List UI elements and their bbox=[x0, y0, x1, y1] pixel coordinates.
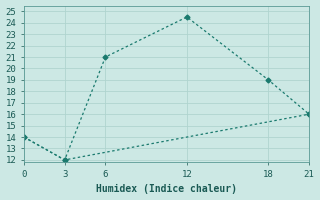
X-axis label: Humidex (Indice chaleur): Humidex (Indice chaleur) bbox=[96, 184, 237, 194]
